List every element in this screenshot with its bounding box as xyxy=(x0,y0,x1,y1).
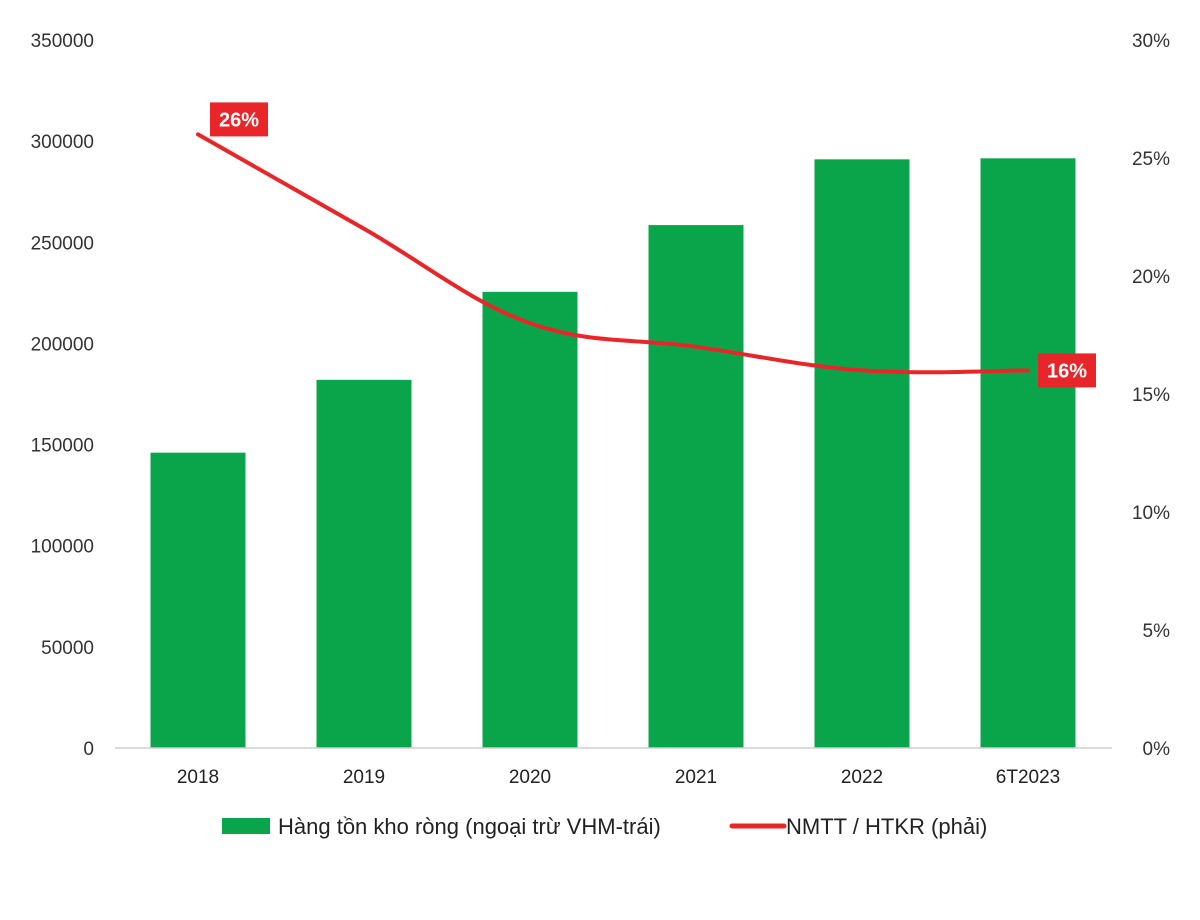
bar-2019 xyxy=(316,379,412,748)
left-tick-label: 100000 xyxy=(31,537,94,558)
bar-6T2023 xyxy=(980,158,1076,748)
left-tick-label: 200000 xyxy=(31,334,94,355)
bar-2020 xyxy=(482,291,578,748)
left-axis-ticks: 0 50000 100000 150000 200000 250000 300000 3500… xyxy=(31,31,94,760)
data-label-callouts: 26% 16% xyxy=(210,102,1096,388)
right-tick-label: 30% xyxy=(1132,31,1170,52)
right-tick-label: 10% xyxy=(1132,503,1170,524)
line-layer xyxy=(196,132,1030,375)
left-tick-label: 150000 xyxy=(31,436,94,457)
data-label-box xyxy=(1038,353,1096,388)
data-label-text: 16% xyxy=(1047,360,1087,382)
legend-line-label: NMTT / HTKR (phải) xyxy=(786,814,987,839)
right-tick-label: 5% xyxy=(1143,621,1171,642)
legend-bar-swatch xyxy=(222,818,270,834)
data-label-box xyxy=(210,102,268,137)
bar-2018 xyxy=(150,452,246,748)
bars-layer xyxy=(150,158,1076,748)
right-tick-label: 20% xyxy=(1132,267,1170,288)
legend: Hàng tồn kho ròng (ngoại trừ VHM-trái) N… xyxy=(222,814,987,839)
x-tick-label: 2019 xyxy=(343,767,385,788)
left-tick-label: 350000 xyxy=(31,31,94,52)
x-tick-label: 2022 xyxy=(841,767,883,788)
x-tick-label: 6T2023 xyxy=(996,767,1060,788)
left-tick-label: 300000 xyxy=(31,132,94,153)
bar-2022 xyxy=(814,159,910,748)
data-label-text: 26% xyxy=(219,109,259,131)
line-series-path xyxy=(196,132,1030,375)
right-axis-ticks: 0% 5% 10% 15% 20% 25% 30% xyxy=(1132,31,1170,760)
left-tick-label: 250000 xyxy=(31,233,94,254)
right-tick-label: 15% xyxy=(1132,385,1170,406)
x-axis-ticks: 2018 2019 2020 2021 2022 6T2023 xyxy=(177,767,1060,788)
x-tick-label: 2021 xyxy=(675,767,717,788)
x-tick-label: 2018 xyxy=(177,767,219,788)
x-tick-label: 2020 xyxy=(509,767,551,788)
left-tick-label: 0 xyxy=(83,739,94,760)
left-tick-label: 50000 xyxy=(41,638,94,659)
right-tick-label: 0% xyxy=(1143,739,1171,760)
right-tick-label: 25% xyxy=(1132,149,1170,170)
bar-2021 xyxy=(648,225,744,748)
legend-bar-label: Hàng tồn kho ròng (ngoại trừ VHM-trái) xyxy=(278,814,661,839)
